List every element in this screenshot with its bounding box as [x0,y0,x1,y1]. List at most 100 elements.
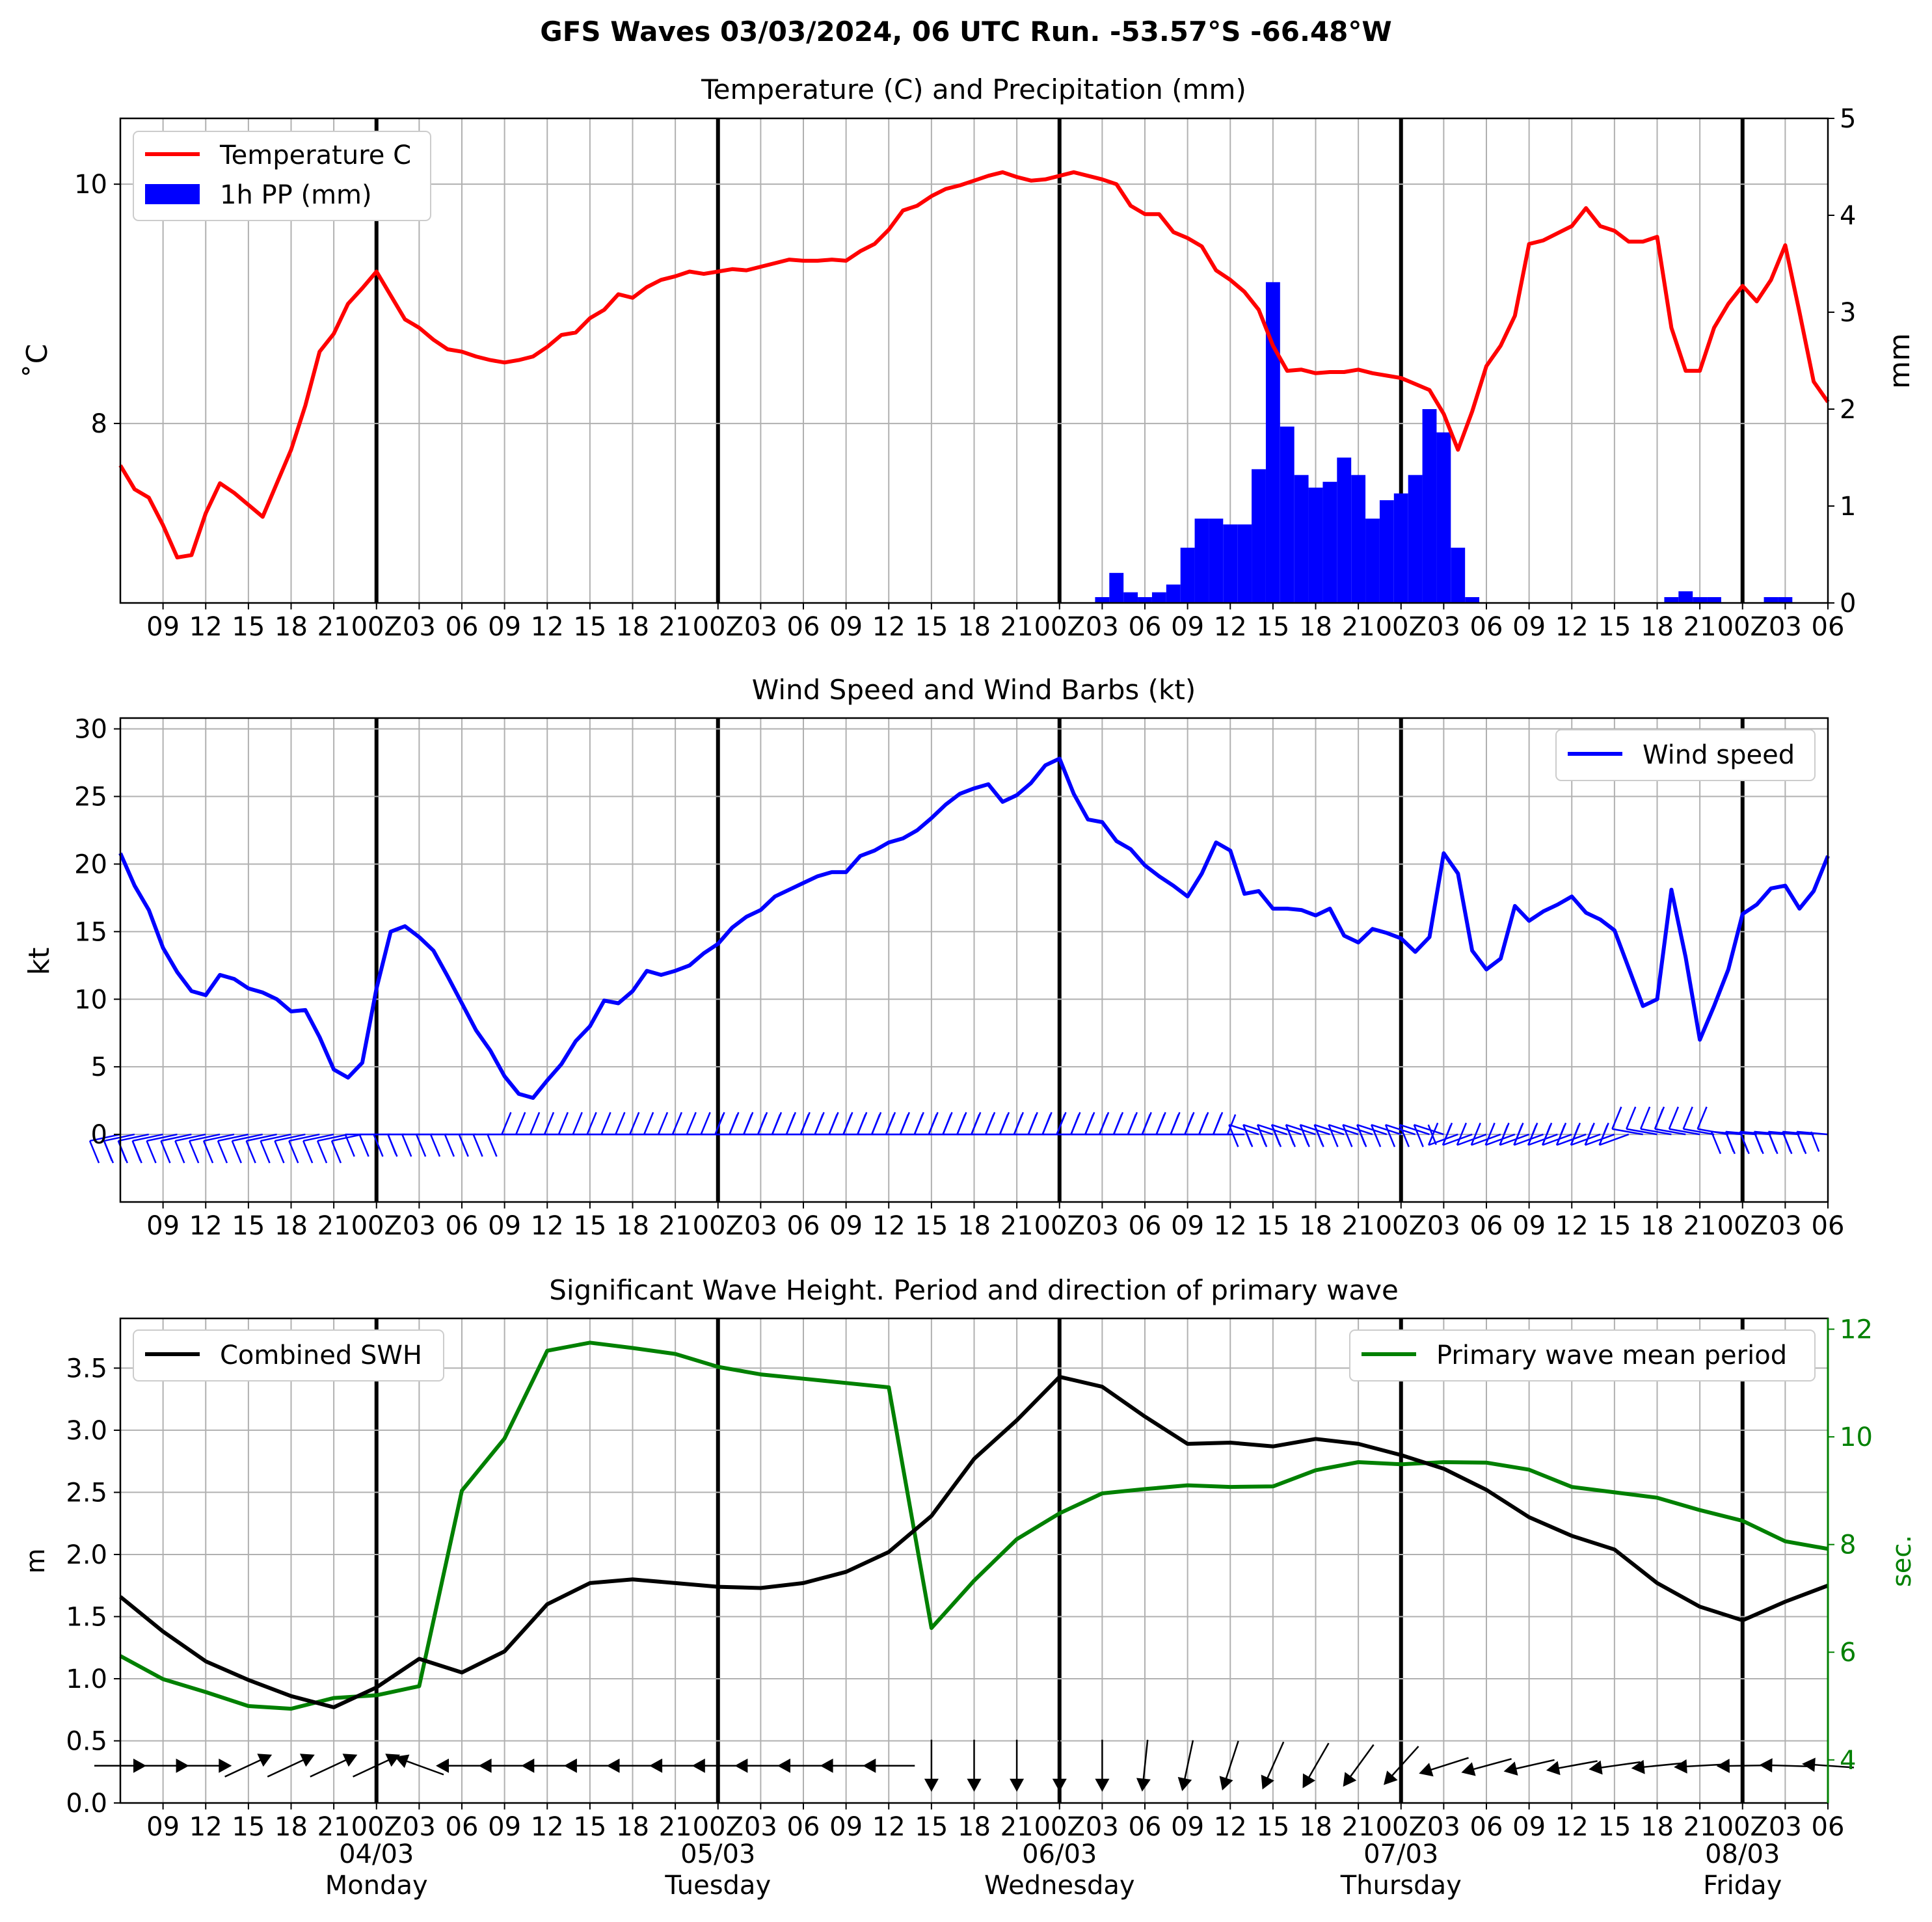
x-tick-label: 06 [787,1211,820,1241]
precip-bar [1322,481,1337,603]
temperature-y-label: ˚C [21,344,54,379]
x-tick-label: 15 [1598,1211,1631,1241]
arrow-shaft [353,1757,394,1778]
wind-barb-flag [1470,1123,1481,1145]
x-tick-label: 15 [232,1211,265,1241]
y-tick-label: 30 [74,715,107,745]
wind-barb-shaft [1285,1124,1316,1136]
wind-barb-flag [942,1112,953,1135]
wave-direction-arrow [1759,1758,1812,1773]
swh-line [119,1374,1829,1709]
y-tick-label: 15 [74,917,107,947]
arrow-head [1384,1770,1398,1785]
wind-barb-flag [1184,1112,1195,1135]
x-tick-label: 00Z [1034,1211,1085,1241]
x-tick-label: 18 [616,612,649,642]
arrow-shaft [224,1757,265,1778]
wind-barb-flag [1584,1123,1595,1145]
wind-barb-flag [174,1140,185,1164]
arrow-shaft [1767,1764,1812,1768]
x-tick-label: 06 [787,1812,820,1842]
precip-bar [1223,524,1238,603]
wind-barb-flag [1710,1131,1722,1155]
y-tick-label: 2.5 [66,1478,107,1508]
y-right-tick-label: 6 [1840,1638,1856,1668]
wave-direction-arrow [1095,1739,1110,1792]
wave-direction-arrow [1503,1759,1555,1776]
wave-direction-arrow [1302,1742,1330,1789]
wind-barb-flag [1242,1124,1254,1147]
arrow-shaft [401,1758,444,1776]
arrow-head [1095,1778,1110,1792]
wind-barb-flag [1313,1124,1324,1147]
x-tick-label: 03 [1427,1211,1460,1241]
x-tick-label: 12 [531,1812,564,1842]
wave-direction-arrows [94,1739,1854,1792]
precip-bar [1778,597,1793,603]
x-tick-label: 03 [403,1812,436,1842]
x-tick-label: 06 [1812,1211,1845,1241]
x-tick-label: 21 [1684,612,1717,642]
x-tick-label: 03 [1086,1211,1119,1241]
wind-barb-flag [928,1112,939,1135]
arrow-head [734,1758,748,1773]
wind-barb-flag [358,1134,369,1157]
arrow-head [1759,1758,1773,1773]
wind-speed-line [118,756,1830,1100]
wave-direction-arrow [924,1739,939,1792]
arrow-shaft [1183,1740,1194,1784]
x-tick-label: 06 [1812,612,1845,642]
x-tick-label: 21 [659,1211,692,1241]
wind-barb-flag [202,1140,214,1164]
wind-barb-shaft [89,1133,121,1142]
wind-barb-shaft [289,1133,320,1142]
legend-box [133,131,431,221]
x-tick-label: 12 [1555,1211,1589,1241]
wind-barb-flag [260,1140,271,1164]
precip-bar [1465,597,1480,603]
x-tick-label: 12 [189,1211,222,1241]
arrow-shaft [1265,1741,1285,1783]
y-tick-label: 5 [91,1052,107,1082]
wind-barb-flag [842,1112,853,1135]
wind-barb-flag [557,1112,569,1135]
wave-direction-arrow [1546,1760,1598,1776]
wind-barb-flag [643,1112,654,1135]
wind-barb-flag [857,1112,868,1135]
wind-barb-shaft [1612,1128,1643,1136]
day-name-label: Friday [1703,1871,1782,1901]
wind-barb-shaft [1228,1124,1259,1136]
arrow-head [563,1758,577,1773]
precip-bar [1166,584,1181,603]
x-tick-label: 03 [1769,612,1802,642]
wind-barb-shaft [161,1133,192,1142]
x-tick-label: 12 [872,1211,906,1241]
wind-barb-flag [1668,1106,1680,1130]
wind-barb-flag [671,1112,683,1135]
wave-direction-arrow [1261,1741,1285,1790]
wind-barb-flag [1767,1131,1778,1155]
x-tick-label: 21 [1684,1211,1717,1241]
x-tick-label: 00Z [693,612,744,642]
x-tick-label: 09 [146,1812,180,1842]
x-tick-label: 03 [403,1211,436,1241]
wind-barb-shaft [1471,1133,1501,1146]
day-name-label: Monday [325,1871,428,1901]
temperature-axis-ticks: 09 12 15 18 21 00Z 03 06 09 12 15 18 21 00Z 03 06 09 12 15… [74,104,1856,642]
x-tick-label: 09 [146,612,180,642]
wind-barb-flag [771,1112,783,1135]
x-tick-label: 12 [872,612,906,642]
precip-bar [1265,282,1280,603]
x-tick-label: 09 [829,1211,863,1241]
wave-direction-arrow [967,1739,982,1792]
arrow-head [394,1754,410,1769]
wind-barb-flag [1299,1124,1310,1147]
wind-barb-flag [288,1140,299,1164]
precip-bar [1252,469,1266,603]
wind-barb-flag [1328,1124,1339,1147]
wind-barb-flag [387,1134,398,1157]
x-tick-label: 03 [1769,1211,1802,1241]
wind-plot-frame [119,717,1829,1203]
precip-bar [1138,597,1152,603]
